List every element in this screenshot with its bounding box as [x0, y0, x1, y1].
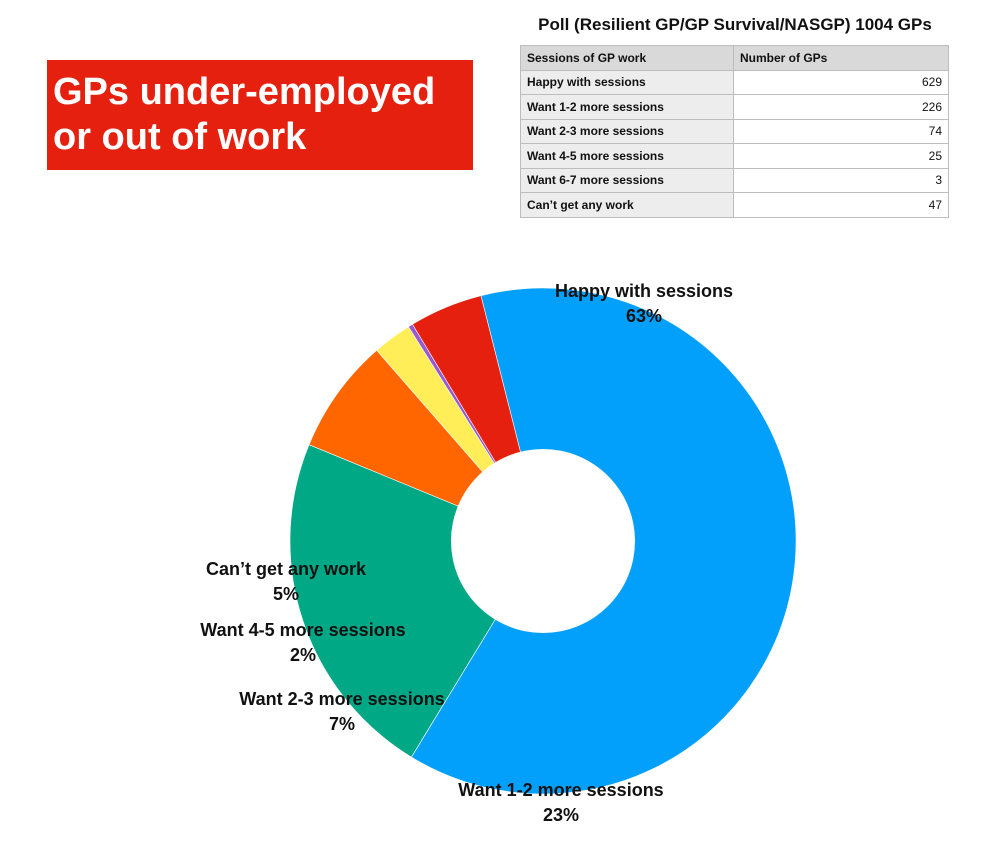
- row-label: Want 2-3 more sessions: [520, 118, 734, 144]
- headline-line-1: GPs under-employed: [53, 71, 436, 113]
- row-value: 25: [733, 143, 949, 169]
- slice-percent-label: 23%: [543, 805, 579, 825]
- row-label: Want 1-2 more sessions: [520, 94, 734, 120]
- slice-label: Want 1-2 more sessions: [458, 780, 663, 800]
- donut-hole: [451, 449, 635, 633]
- table-row: Want 2-3 more sessions 74: [520, 118, 949, 144]
- row-value: 226: [733, 94, 949, 120]
- headline-line-2: or out of work: [53, 116, 307, 158]
- poll-table-title: Poll (Resilient GP/GP Survival/NASGP) 10…: [538, 15, 932, 34]
- slice-percent-label: 7%: [329, 714, 355, 734]
- slice-percent-label: 2%: [290, 645, 316, 665]
- table-row: Can’t get any work 47: [520, 192, 949, 218]
- row-value: 74: [733, 118, 949, 144]
- table-row: Want 4-5 more sessions 25: [520, 143, 949, 169]
- table-row: Want 1-2 more sessions 226: [520, 94, 949, 120]
- poll-table: Sessions of GP work Number of GPs Happy …: [520, 45, 949, 218]
- row-value: 47: [733, 192, 949, 218]
- table-row: Want 6-7 more sessions 3: [520, 167, 949, 193]
- column-header-count: Number of GPs: [733, 45, 949, 71]
- row-label: Can’t get any work: [520, 192, 734, 218]
- headline-banner: GPs under-employed or out of work: [47, 60, 473, 170]
- row-value: 629: [733, 69, 949, 95]
- row-label: Want 4-5 more sessions: [520, 143, 734, 169]
- slice-label: Want 2-3 more sessions: [239, 689, 444, 709]
- slice-label: Happy with sessions: [555, 281, 733, 301]
- slice-percent-label: 63%: [626, 306, 662, 326]
- column-header-sessions: Sessions of GP work: [520, 45, 734, 71]
- row-label: Happy with sessions: [520, 69, 734, 95]
- slice-label: Can’t get any work: [206, 559, 367, 579]
- table-header-row: Sessions of GP work Number of GPs: [520, 45, 949, 71]
- table-row: Happy with sessions 629: [520, 69, 949, 95]
- slice-percent-label: 5%: [273, 584, 299, 604]
- slice-label: Want 4-5 more sessions: [200, 620, 405, 640]
